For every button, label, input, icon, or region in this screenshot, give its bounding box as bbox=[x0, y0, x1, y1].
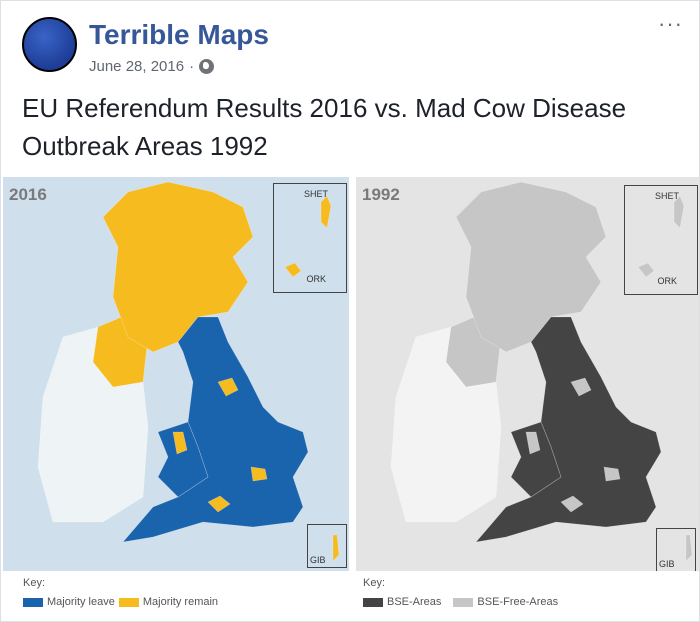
legend-title: Key: bbox=[363, 577, 386, 589]
legend-2016: Key: Majority leave Majority remain bbox=[23, 577, 218, 608]
region-wales bbox=[157, 421, 209, 498]
separator: · bbox=[189, 58, 195, 75]
post-meta: June 28, 2016 · bbox=[89, 58, 215, 75]
region-spots bbox=[172, 377, 268, 513]
orkney-label: ORK bbox=[306, 274, 326, 284]
region-gibraltar-rock bbox=[332, 534, 340, 562]
legend-swatch-remain bbox=[118, 597, 139, 607]
post-text: EU Referendum Results 2016 vs. Mad Cow D… bbox=[22, 93, 627, 161]
more-options-button[interactable]: ··· bbox=[658, 11, 683, 36]
page-avatar[interactable] bbox=[22, 17, 77, 72]
gibraltar-inset: GIB bbox=[307, 524, 347, 568]
legend-title: Key: bbox=[23, 577, 46, 589]
region-shetland-isles bbox=[320, 195, 332, 229]
region-scotland bbox=[455, 181, 607, 353]
region-shetland-isles bbox=[673, 195, 685, 229]
region-orkney-isles bbox=[284, 262, 302, 278]
map-year: 2016 bbox=[9, 185, 47, 204]
region-scotland bbox=[102, 181, 254, 353]
shetland-orkney-inset: SHET ORK bbox=[273, 183, 347, 293]
legend-swatch-leave bbox=[23, 597, 43, 607]
map-1992[interactable]: 1992 SHET ORK GIB bbox=[356, 177, 699, 571]
orkney-label: ORK bbox=[657, 276, 677, 286]
map-year: 1992 bbox=[362, 185, 400, 204]
region-spots bbox=[525, 377, 621, 513]
region-gibraltar-rock bbox=[685, 534, 693, 562]
gibraltar-label: GIB bbox=[310, 555, 326, 565]
legend-label: Majority leave bbox=[47, 596, 115, 608]
shetland-label: SHET bbox=[303, 189, 328, 199]
region-wales bbox=[510, 421, 562, 498]
page-name-link[interactable]: Terrible Maps bbox=[89, 19, 269, 50]
post-date[interactable]: June 28, 2016 bbox=[89, 58, 185, 75]
gibraltar-inset: GIB bbox=[656, 528, 696, 571]
shetland-orkney-inset: SHET ORK bbox=[624, 185, 698, 295]
legend-label: BSE-Areas bbox=[387, 596, 442, 608]
legend-label: BSE-Free-Areas bbox=[477, 596, 559, 608]
legend-swatch-bse bbox=[363, 597, 383, 607]
legend-1992: Key: BSE-Areas BSE-Free-Areas bbox=[363, 577, 558, 608]
legend-label: Majority remain bbox=[142, 596, 219, 608]
gibraltar-label: GIB bbox=[659, 559, 675, 569]
map-1992-svg bbox=[356, 177, 699, 571]
legend-swatch-bse-free bbox=[453, 597, 474, 607]
shetland-label: SHET bbox=[654, 191, 679, 201]
map-2016[interactable]: 2016 SHET ORK GIB bbox=[3, 177, 349, 571]
region-orkney-isles bbox=[637, 262, 655, 278]
globe-icon bbox=[199, 59, 215, 74]
map-2016-svg bbox=[3, 177, 349, 571]
